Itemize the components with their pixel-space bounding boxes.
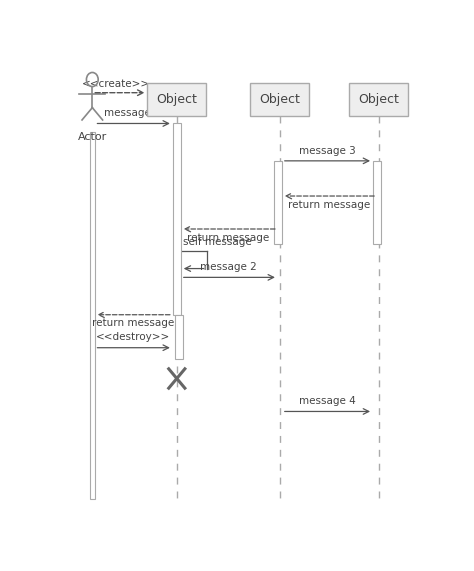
Text: Object: Object <box>259 93 300 106</box>
Text: self message: self message <box>182 238 251 247</box>
Text: message 3: message 3 <box>299 146 356 155</box>
Bar <box>373 161 381 244</box>
Text: return message: return message <box>91 318 174 328</box>
Text: return message: return message <box>288 199 370 210</box>
Text: message 4: message 4 <box>299 396 356 406</box>
Bar <box>173 123 181 315</box>
Text: Object: Object <box>156 93 197 106</box>
Text: <<create>>: <<create>> <box>82 79 150 89</box>
Bar <box>147 83 206 116</box>
Text: Actor: Actor <box>78 132 107 142</box>
Text: <<destroy>>: <<destroy>> <box>96 332 170 343</box>
Text: Object: Object <box>358 93 399 106</box>
Text: return message: return message <box>187 232 269 243</box>
Bar <box>174 315 182 359</box>
Text: message 1: message 1 <box>104 108 161 118</box>
Bar <box>349 83 408 116</box>
Bar <box>90 132 94 500</box>
Bar <box>274 161 282 244</box>
Bar <box>250 83 309 116</box>
Text: message 2: message 2 <box>200 262 256 272</box>
